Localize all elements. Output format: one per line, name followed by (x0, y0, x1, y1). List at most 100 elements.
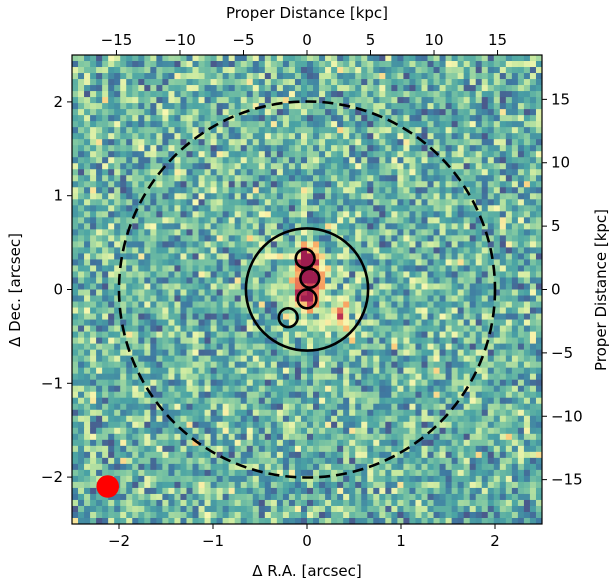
heatmap-pixel (174, 307, 181, 314)
heatmap-pixel (252, 367, 260, 375)
heatmap-pixel (78, 145, 85, 152)
heatmap-pixel (349, 403, 356, 411)
heatmap-pixel (379, 403, 386, 411)
heatmap-pixel (337, 277, 344, 284)
heatmap-pixel (180, 79, 187, 86)
heatmap-pixel (505, 121, 513, 128)
heatmap-pixel (511, 265, 519, 272)
heatmap-pixel (379, 295, 386, 302)
heatmap-pixel (174, 127, 181, 134)
heatmap-pixel (96, 229, 103, 236)
heatmap-pixel (493, 85, 501, 92)
heatmap-pixel (282, 361, 290, 369)
heatmap-pixel (469, 97, 477, 104)
heatmap-pixel (120, 205, 127, 212)
heatmap-pixel (192, 229, 199, 236)
heatmap-pixel (511, 175, 519, 182)
heatmap-pixel (445, 127, 453, 134)
heatmap-pixel (421, 379, 428, 387)
heatmap-pixel (282, 385, 290, 393)
heatmap-pixel (439, 127, 446, 134)
heatmap-pixel (150, 229, 157, 236)
heatmap-pixel (367, 331, 374, 338)
heatmap-pixel (421, 415, 428, 423)
heatmap-pixel (535, 259, 542, 266)
heatmap-pixel (150, 169, 157, 176)
heatmap-pixel (445, 151, 453, 158)
heatmap-pixel (174, 73, 181, 80)
heatmap-pixel (270, 223, 278, 230)
heatmap-pixel (78, 361, 85, 369)
heatmap-pixel (288, 73, 296, 80)
heatmap-pixel (300, 67, 308, 74)
heatmap-pixel (78, 355, 85, 363)
heatmap-pixel (156, 277, 163, 284)
heatmap-pixel (210, 121, 218, 128)
heatmap-pixel (397, 169, 404, 176)
heatmap-pixel (463, 193, 471, 200)
heatmap-pixel (409, 235, 416, 242)
heatmap-pixel (96, 205, 103, 212)
heatmap-pixel (264, 283, 272, 290)
heatmap-pixel (319, 115, 326, 122)
heatmap-pixel (120, 121, 127, 128)
heatmap-pixel (276, 211, 284, 218)
heatmap-pixel (379, 379, 386, 387)
heatmap-pixel (186, 241, 193, 248)
heatmap-pixel (102, 295, 109, 302)
heatmap-pixel (96, 391, 103, 399)
heatmap-pixel (216, 265, 224, 272)
heatmap-pixel (210, 85, 218, 92)
heatmap-pixel (307, 343, 314, 351)
heatmap-pixel (186, 325, 193, 332)
heatmap-pixel (84, 409, 91, 417)
heatmap-pixel (481, 67, 489, 74)
heatmap-pixel (385, 217, 392, 224)
heatmap-pixel (264, 313, 272, 320)
heatmap-pixel (174, 409, 181, 417)
heatmap-pixel (234, 421, 242, 429)
heatmap-pixel (222, 415, 230, 423)
heatmap-pixel (120, 223, 127, 230)
heatmap-pixel (192, 265, 199, 272)
heatmap-pixel (126, 91, 133, 98)
heatmap-pixel (246, 301, 254, 308)
heatmap-pixel (144, 55, 151, 62)
heatmap-pixel (307, 67, 314, 74)
heatmap-pixel (517, 391, 525, 399)
heatmap-pixel (180, 103, 187, 110)
heatmap-pixel (204, 67, 211, 74)
heatmap-pixel (90, 79, 97, 86)
heatmap-pixel (427, 157, 434, 164)
heatmap-pixel (138, 415, 145, 423)
heatmap-pixel (114, 103, 121, 110)
heatmap-pixel (517, 277, 525, 284)
heatmap-pixel (174, 403, 181, 411)
heatmap-pixel (162, 271, 169, 278)
heatmap-pixel (499, 295, 507, 302)
heatmap-pixel (108, 307, 115, 314)
heatmap-pixel (198, 175, 205, 182)
heatmap-pixel (481, 73, 489, 80)
heatmap-pixel (373, 127, 380, 134)
heatmap-pixel (463, 199, 471, 206)
heatmap-pixel (445, 193, 453, 200)
heatmap-pixel (469, 403, 477, 411)
heatmap-pixel (78, 157, 85, 164)
heatmap-pixel (319, 397, 326, 405)
heatmap-pixel (84, 373, 91, 381)
heatmap-pixel (355, 367, 362, 375)
heatmap-pixel (439, 223, 446, 230)
heatmap-pixel (409, 319, 416, 326)
heatmap-pixel (319, 373, 326, 381)
heatmap-pixel (204, 229, 211, 236)
heatmap-pixel (307, 109, 314, 116)
heatmap-pixel (415, 157, 422, 164)
heatmap-pixel (487, 205, 495, 212)
heatmap-pixel (403, 343, 410, 351)
heatmap-pixel (385, 103, 392, 110)
heatmap-pixel (475, 97, 483, 104)
heatmap-pixel (96, 325, 103, 332)
heatmap-pixel (210, 97, 218, 104)
heatmap-pixel (379, 211, 386, 218)
